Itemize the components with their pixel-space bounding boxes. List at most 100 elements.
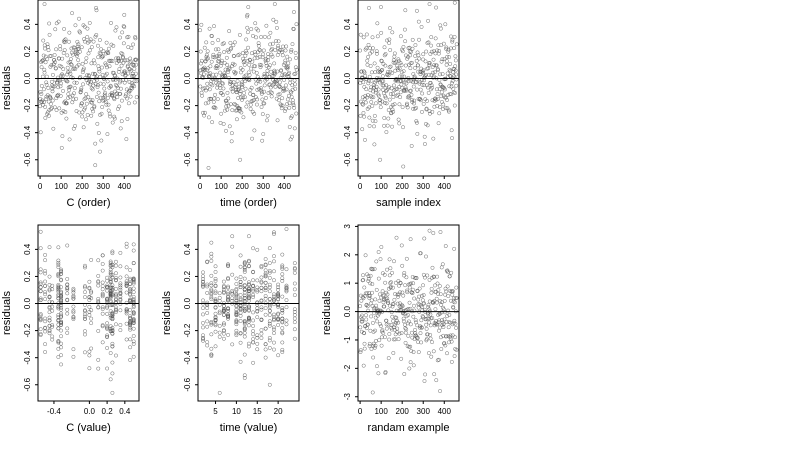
data-point <box>276 323 281 327</box>
data-point <box>38 130 43 135</box>
data-point <box>246 77 251 82</box>
data-point <box>279 68 284 73</box>
data-point <box>212 55 217 60</box>
data-point <box>63 37 68 42</box>
data-point <box>272 298 276 303</box>
data-point <box>227 29 232 34</box>
data-point <box>424 322 429 327</box>
data-point <box>400 303 404 308</box>
data-point <box>209 283 214 288</box>
data-point <box>433 307 438 312</box>
data-point <box>263 306 268 311</box>
data-point <box>435 274 440 279</box>
data-point <box>124 92 128 97</box>
data-point <box>378 324 383 328</box>
x-tick-label: 20 <box>274 407 283 416</box>
data-point <box>38 317 43 322</box>
data-point <box>373 70 378 75</box>
data-point <box>67 137 72 142</box>
data-point <box>70 75 75 80</box>
data-point <box>422 134 427 139</box>
data-point <box>56 258 61 263</box>
data-point <box>242 276 247 281</box>
data-point <box>389 280 393 285</box>
data-point <box>272 312 276 317</box>
data-point <box>414 276 419 280</box>
data-point <box>425 98 429 103</box>
data-point <box>118 250 123 255</box>
data-point <box>401 316 406 321</box>
data-point <box>360 317 365 322</box>
data-point <box>367 74 372 79</box>
data-point <box>445 351 449 356</box>
data-point <box>116 59 121 63</box>
data-point <box>59 271 63 276</box>
data-point <box>246 289 251 294</box>
data-point <box>386 73 391 78</box>
data-point <box>249 85 254 90</box>
data-point <box>411 350 416 354</box>
data-point <box>364 313 368 318</box>
data-point <box>445 106 450 111</box>
data-point <box>416 340 420 344</box>
data-point <box>114 353 118 358</box>
data-point <box>272 292 276 297</box>
data-point <box>292 78 297 83</box>
data-point <box>276 43 281 48</box>
data-point <box>445 98 449 102</box>
data-point <box>131 277 136 282</box>
data-point <box>391 319 396 323</box>
data-point <box>442 341 447 345</box>
data-point <box>245 59 250 63</box>
data-point <box>384 83 389 88</box>
data-point <box>439 90 444 95</box>
data-point <box>270 54 275 59</box>
data-point <box>364 317 369 322</box>
data-point <box>108 295 113 300</box>
data-point <box>245 12 250 17</box>
data-point <box>454 72 458 77</box>
data-point <box>90 87 95 92</box>
data-point <box>110 344 115 349</box>
data-point <box>388 303 392 308</box>
data-point <box>104 71 109 76</box>
data-point <box>239 82 244 87</box>
data-point <box>287 105 292 110</box>
data-point <box>272 347 276 352</box>
data-point <box>210 120 215 125</box>
data-point <box>85 26 90 31</box>
data-point <box>106 51 111 55</box>
data-point <box>128 327 133 332</box>
data-point <box>247 73 252 78</box>
data-point <box>128 314 133 319</box>
data-point <box>282 72 287 77</box>
data-point <box>272 325 276 330</box>
scatter-panel: -0.4 0.0 0.2 0.4-0.6-0.4-0.20.00.20.4C (val… <box>1 224 140 434</box>
data-point <box>92 61 97 66</box>
data-point <box>425 123 430 128</box>
data-point <box>402 372 407 376</box>
data-point <box>114 263 118 268</box>
data-point <box>131 326 136 331</box>
data-point <box>110 285 115 290</box>
data-point <box>440 84 445 89</box>
data-point <box>108 84 113 89</box>
data-point <box>103 99 108 104</box>
data-point <box>100 72 105 77</box>
data-point <box>201 333 205 338</box>
data-point <box>269 90 274 95</box>
data-point <box>284 227 289 232</box>
data-point <box>87 279 92 284</box>
data-point <box>429 43 433 48</box>
data-point <box>418 251 423 256</box>
data-point <box>276 291 281 296</box>
data-point <box>67 88 72 92</box>
data-point <box>108 351 113 356</box>
data-point <box>374 303 379 308</box>
data-point <box>113 73 118 78</box>
data-point <box>224 98 229 103</box>
data-point <box>263 57 268 61</box>
data-point <box>408 344 413 349</box>
data-point <box>381 83 386 88</box>
